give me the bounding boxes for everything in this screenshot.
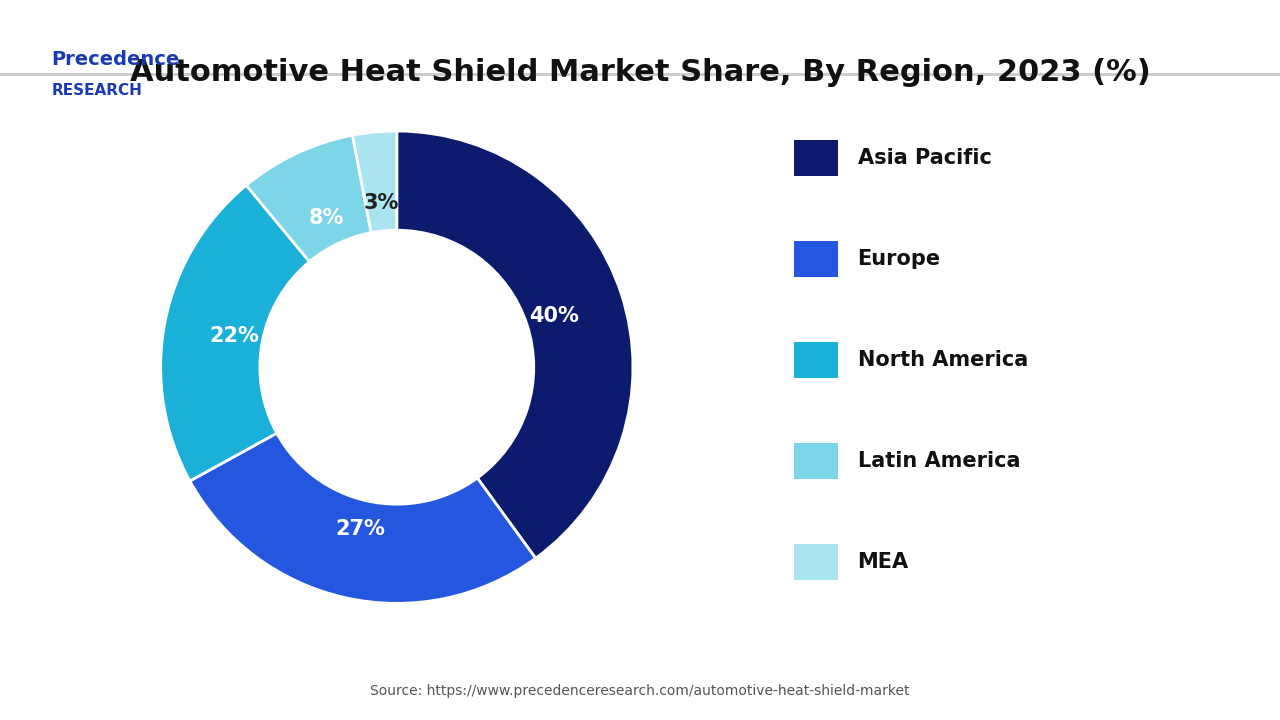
Text: Asia Pacific: Asia Pacific xyxy=(858,148,992,168)
Text: Automotive Heat Shield Market Share, By Region, 2023 (%): Automotive Heat Shield Market Share, By … xyxy=(129,58,1151,86)
Text: 27%: 27% xyxy=(335,518,385,539)
Text: Precedence: Precedence xyxy=(51,50,179,69)
Text: 3%: 3% xyxy=(364,193,399,212)
Text: MEA: MEA xyxy=(858,552,909,572)
Text: Latin America: Latin America xyxy=(858,451,1020,471)
Text: Europe: Europe xyxy=(858,249,941,269)
Text: 40%: 40% xyxy=(529,306,579,326)
Wedge shape xyxy=(352,131,397,233)
Text: North America: North America xyxy=(858,350,1028,370)
Wedge shape xyxy=(397,131,632,558)
Text: Source: https://www.precedenceresearch.com/automotive-heat-shield-market: Source: https://www.precedenceresearch.c… xyxy=(370,685,910,698)
Wedge shape xyxy=(246,135,371,261)
Text: 8%: 8% xyxy=(308,207,344,228)
Wedge shape xyxy=(189,433,535,603)
Text: RESEARCH: RESEARCH xyxy=(51,83,142,98)
Text: 22%: 22% xyxy=(210,326,260,346)
Wedge shape xyxy=(161,185,310,481)
